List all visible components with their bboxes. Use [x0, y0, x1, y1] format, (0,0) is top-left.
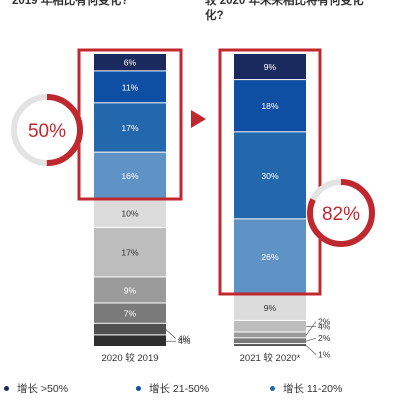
data-label: 17%: [121, 248, 139, 258]
data-label: 11%: [122, 82, 139, 92]
bar-segment: [94, 277, 166, 303]
bar-segment: [94, 103, 166, 152]
data-label: 6%: [124, 58, 137, 68]
left-column-title: 2019 年相比有何变化?: [12, 0, 129, 7]
bar-segment: [94, 199, 166, 228]
right-column-title-line2: 化?: [205, 10, 224, 22]
arrow-right-icon: [191, 110, 206, 128]
data-label: 26%: [261, 252, 279, 262]
bar-segment: [234, 54, 306, 80]
legend: 增长 >50% 增长 21-50% 增长 11-20%: [0, 381, 400, 397]
data-label: 9%: [124, 285, 137, 295]
bar-segment: [234, 294, 306, 320]
bar-segment: [94, 335, 166, 346]
leader-line: [305, 337, 317, 342]
leader-line: [165, 329, 177, 339]
legend-label: 增长 >50%: [17, 383, 69, 395]
bar-segment: [94, 323, 166, 335]
data-label: 2%: [318, 316, 331, 326]
data-label: 10%: [121, 209, 139, 219]
legend-item: 增长 11-20%: [270, 381, 342, 396]
data-label: 1%: [318, 350, 331, 360]
ring-progress: [11, 94, 83, 166]
legend-label: 增长 11-20%: [283, 383, 343, 395]
category-label: 2021 较 2020*: [240, 352, 301, 364]
legend-dot-icon: [4, 385, 9, 391]
bar-segment: [234, 332, 306, 338]
ring-progress: [307, 179, 375, 247]
bar-segment: [94, 54, 166, 71]
data-label: 7%: [124, 309, 137, 319]
data-label: 16%: [121, 171, 139, 181]
legend-dot-icon: [270, 385, 275, 391]
bar-segment: [94, 71, 166, 103]
callout-value: 82%: [322, 204, 360, 225]
bar-segment: [234, 344, 306, 346]
bar-segment: [94, 228, 166, 277]
bar-segment: [94, 303, 166, 323]
data-label: 9%: [264, 303, 277, 313]
data-label: 17%: [121, 123, 139, 133]
data-label: 30%: [261, 171, 279, 181]
right-column-title: 较 2020 年未来相比将有何变化: [205, 0, 364, 7]
data-label: 9%: [264, 62, 277, 72]
legend-label: 增长 21-50%: [149, 383, 210, 395]
bar-segment: [94, 152, 166, 199]
data-label: 4%: [318, 322, 331, 332]
leader-line: [305, 345, 317, 355]
bar-segment: [234, 338, 306, 344]
data-label: 2%: [318, 333, 331, 343]
highlight-frame: [218, 48, 322, 296]
leader-line: [305, 321, 317, 336]
bar-segment: [234, 80, 306, 132]
legend-dot-icon: [136, 385, 141, 391]
bar-segment: [234, 320, 306, 332]
legend-item: 增长 21-50%: [136, 381, 209, 396]
callout-value: 50%: [28, 121, 66, 142]
data-label: 18%: [261, 101, 279, 111]
bar-segment: [234, 219, 306, 294]
data-label: 4%: [178, 334, 191, 344]
category-label: 2020 较 2019: [101, 352, 158, 364]
data-label: 4%: [178, 336, 191, 346]
legend-item: 增长 >50%: [4, 381, 68, 396]
bar-segment: [234, 132, 306, 219]
